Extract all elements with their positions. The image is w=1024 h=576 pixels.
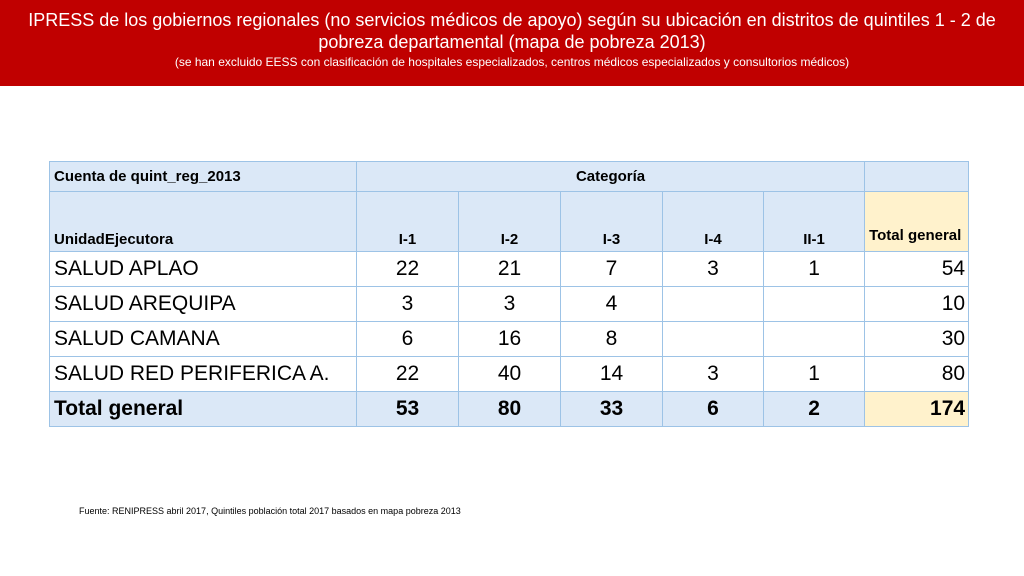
table-cell	[762, 286, 866, 322]
row-total-cell: 80	[864, 356, 970, 392]
table-row: SALUD APLAO 22 21 7 3 1 54	[49, 251, 970, 287]
table-cell: 1	[762, 251, 866, 287]
table-cell: 53	[356, 391, 459, 427]
grand-total-row: Total general 53 80 33 6 2 174	[49, 391, 970, 427]
column-header: I-2	[458, 191, 561, 252]
column-header: I-3	[560, 191, 663, 252]
table-cell: 21	[458, 251, 561, 287]
column-group-label: Categoría	[355, 161, 866, 192]
table-cell: 33	[560, 391, 663, 427]
table-cell: 80	[458, 391, 561, 427]
row-label: Total general	[49, 391, 357, 427]
table-cell: 1	[762, 356, 866, 392]
row-label: SALUD AREQUIPA	[49, 286, 357, 322]
column-header: I-1	[356, 191, 459, 252]
table-cell	[662, 321, 764, 357]
row-label: SALUD APLAO	[49, 251, 357, 287]
table-cell: 3	[662, 251, 764, 287]
table-cell: 6	[662, 391, 764, 427]
table-cell: 22	[356, 356, 459, 392]
table-cell: 3	[662, 356, 764, 392]
pivot-table: Cuenta de quint_reg_2013 Categoría Unida…	[49, 161, 970, 427]
slide-subtitle: (se han excluido EESS con clasificación …	[174, 55, 850, 69]
total-column-header: Total general	[864, 191, 970, 252]
header-bar: IPRESS de los gobiernos regionales (no s…	[0, 0, 1024, 86]
table-header-row-2: UnidadEjecutora I-1 I-2 I-3 I-4 II-1 Tot…	[49, 191, 970, 252]
table-cell: 7	[560, 251, 663, 287]
table-cell: 16	[458, 321, 561, 357]
table-cell: 2	[762, 391, 866, 427]
table-row: SALUD AREQUIPA 3 3 4 10	[49, 286, 970, 322]
row-header-label: UnidadEjecutora	[49, 191, 357, 252]
table-cell	[762, 321, 866, 357]
table-cell: 14	[560, 356, 663, 392]
table-cell: 6	[356, 321, 459, 357]
column-header: II-1	[762, 191, 866, 252]
table-cell: 4	[560, 286, 663, 322]
row-total-cell: 30	[864, 321, 970, 357]
row-total-cell: 54	[864, 251, 970, 287]
row-label: SALUD RED PERIFERICA A.	[49, 356, 357, 392]
table-cell: 3	[458, 286, 561, 322]
table-cell: 22	[356, 251, 459, 287]
table-header-row-1: Cuenta de quint_reg_2013 Categoría	[49, 161, 970, 192]
table-cell: 40	[458, 356, 561, 392]
table-cell	[662, 286, 764, 322]
table-cell: 3	[356, 286, 459, 322]
source-note: Fuente: RENIPRESS abril 2017, Quintiles …	[79, 506, 461, 516]
row-total-cell: 10	[864, 286, 970, 322]
empty-header-cell	[864, 161, 970, 192]
pivot-label: Cuenta de quint_reg_2013	[49, 161, 357, 192]
table-cell: 8	[560, 321, 663, 357]
column-header: I-4	[662, 191, 764, 252]
table-row: SALUD RED PERIFERICA A. 22 40 14 3 1 80	[49, 356, 970, 392]
grand-total-cell: 174	[864, 391, 970, 427]
row-label: SALUD CAMANA	[49, 321, 357, 357]
slide-title: IPRESS de los gobiernos regionales (no s…	[28, 10, 996, 52]
table-row: SALUD CAMANA 6 16 8 30	[49, 321, 970, 357]
